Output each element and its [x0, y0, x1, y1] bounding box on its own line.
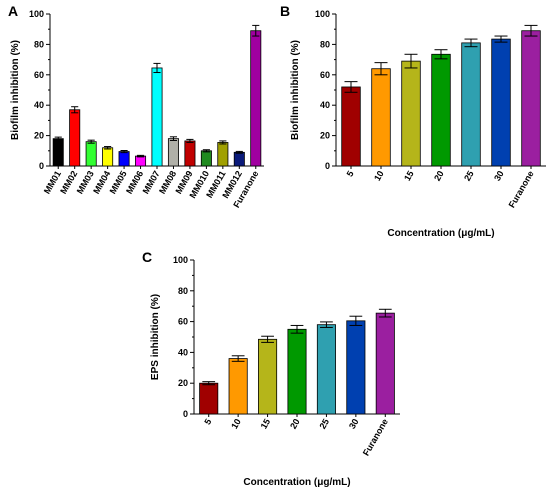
bar — [102, 147, 114, 167]
bar — [316, 324, 336, 415]
x-tick-label: 20 — [288, 417, 302, 431]
y-tick-label: 40 — [178, 347, 188, 357]
x-tick-label: 30 — [347, 417, 361, 431]
x-tick-label: 5 — [202, 417, 213, 426]
bar — [341, 86, 361, 167]
x-axis-title: Concentration (μg/mL) — [243, 477, 350, 488]
bar — [217, 142, 229, 167]
y-tick-label: 40 — [34, 100, 44, 110]
y-tick-label: 100 — [173, 255, 188, 265]
x-tick-label: 10 — [372, 169, 386, 183]
bar — [521, 30, 541, 167]
y-tick-label: 0 — [39, 161, 44, 171]
y-tick-label: 20 — [34, 131, 44, 141]
x-tick-label: 25 — [317, 417, 331, 431]
y-tick-label: 0 — [183, 409, 188, 419]
y-tick-label: 20 — [178, 378, 188, 388]
bar — [250, 30, 262, 167]
panel-label: A — [8, 3, 18, 19]
bar — [258, 338, 278, 415]
y-tick-label: 20 — [320, 131, 330, 141]
chart-panel-c: C 0 20 40 60 80 100 EPS inhibition (%) 5 10 15 20 25… — [142, 249, 400, 488]
bar — [431, 53, 451, 167]
bar — [375, 312, 395, 415]
y-tick-label: 60 — [178, 317, 188, 327]
bar — [167, 138, 179, 167]
x-tick-label: 25 — [462, 169, 476, 183]
bar — [233, 151, 245, 167]
y-tick-label: 80 — [320, 39, 330, 49]
x-tick-label: 15 — [259, 417, 273, 431]
x-tick-label: 20 — [432, 169, 446, 183]
y-tick-label: 60 — [320, 70, 330, 80]
bar — [461, 42, 481, 167]
y-tick-label: 100 — [29, 9, 44, 19]
bar — [52, 138, 64, 167]
x-tick-label: Furanone — [361, 417, 390, 458]
bar — [199, 382, 219, 415]
x-axis-title: Concentration (μg/mL) — [387, 228, 494, 239]
x-tick-label: 5 — [345, 169, 356, 178]
panel-label: B — [280, 3, 290, 19]
bar — [135, 155, 147, 167]
x-tick-label: 10 — [229, 417, 243, 431]
bar — [287, 328, 307, 415]
x-tick-label: Furanone — [507, 169, 536, 210]
y-tick-label: 80 — [178, 286, 188, 296]
bar — [184, 140, 196, 167]
y-tick-label: 80 — [34, 39, 44, 49]
bar — [346, 320, 366, 415]
bar — [151, 67, 163, 167]
y-tick-label: 40 — [320, 100, 330, 110]
bar — [371, 68, 391, 167]
bar — [228, 358, 248, 415]
y-axis-title: Biofilm inhibition (%) — [290, 40, 301, 140]
bar — [118, 151, 130, 167]
y-axis-title: EPS inhibition (%) — [150, 294, 161, 380]
y-axis-title: Biofilm inhibition (%) — [10, 40, 21, 140]
chart-panel-b: B 0 20 40 60 80 100 Biofilm inhibition (%) 5 10 15… — [280, 3, 546, 239]
y-tick-label: 60 — [34, 70, 44, 80]
x-tick-label: 15 — [402, 169, 416, 183]
y-tick-label: 100 — [315, 9, 330, 19]
bar — [200, 150, 212, 167]
bar — [85, 141, 97, 167]
panel-label: C — [142, 249, 152, 265]
y-tick-label: 0 — [325, 161, 330, 171]
x-tick-label: 30 — [492, 169, 506, 183]
bar — [491, 38, 511, 167]
bar — [401, 60, 421, 167]
bar — [69, 109, 81, 167]
